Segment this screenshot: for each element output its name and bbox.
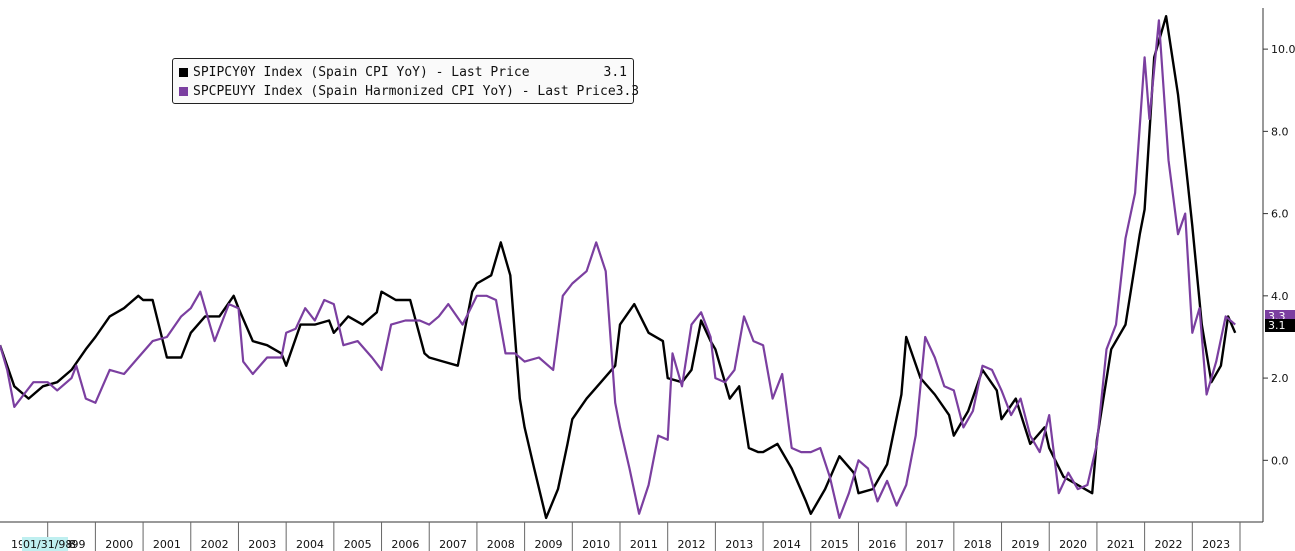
y-axis-ticks: 0.0 2.0 4.0 6.0 8.0 10.0 xyxy=(1263,43,1295,467)
x-tick-label: 2017 xyxy=(916,538,944,551)
legend-value-hicp: 3.3 xyxy=(615,84,640,99)
start-label-suffix: 8 xyxy=(69,538,76,551)
y-tick-label: 8.0 xyxy=(1271,125,1289,138)
legend-swatch-hicp xyxy=(179,87,188,96)
x-tick-label: 2021 xyxy=(1107,538,1135,551)
x-tick-label: 2007 xyxy=(439,538,467,551)
x-tick-label: 2004 xyxy=(296,538,324,551)
y-tick-label: 0.0 xyxy=(1271,454,1289,467)
y-tick-label: 2.0 xyxy=(1271,372,1289,385)
x-tick-label: 2023 xyxy=(1202,538,1230,551)
x-axis-start-label: 19 01/31/98 8 xyxy=(11,537,76,551)
y-tick-label: 6.0 xyxy=(1271,208,1289,221)
x-tick-label: 2008 xyxy=(487,538,515,551)
x-tick-label: 2000 xyxy=(105,538,133,551)
series-line-hicp xyxy=(0,19,1236,519)
plot-area xyxy=(0,15,1237,520)
x-tick-label: 2006 xyxy=(391,538,419,551)
x-tick-label: 2022 xyxy=(1154,538,1182,551)
x-tick-label: 2009 xyxy=(534,538,562,551)
x-tick-label: 2011 xyxy=(630,538,658,551)
x-tick-label: 2019 xyxy=(1011,538,1039,551)
y-tick-label: 4.0 xyxy=(1271,290,1289,303)
x-tick-label: 2014 xyxy=(773,538,801,551)
x-tick-label: 2001 xyxy=(153,538,181,551)
x-tick-label: 2013 xyxy=(725,538,753,551)
x-tick-label: 2002 xyxy=(201,538,229,551)
last-value-badge-cpi: 3.1 xyxy=(1265,319,1295,332)
legend-value-cpi: 3.1 xyxy=(603,65,627,80)
x-axis-ticks: 1999 2000 2001 2002 2003 2004 2005 2006 2007 2008… xyxy=(47,522,1241,551)
x-tick-label: 2003 xyxy=(248,538,276,551)
legend-entry: SPIPCY0Y Index (Spain CPI YoY) - Last Pr… xyxy=(179,63,627,82)
x-tick-label: 2016 xyxy=(868,538,896,551)
x-tick-label: 2015 xyxy=(821,538,849,551)
x-tick-label: 2020 xyxy=(1059,538,1087,551)
y-tick-label: 10.0 xyxy=(1271,43,1295,56)
legend-entry: SPCPEUYY Index (Spain Harmonized CPI YoY… xyxy=(179,82,639,101)
series-line-cpi xyxy=(0,15,1237,520)
legend-label-cpi: SPIPCY0Y Index (Spain CPI YoY) - Last Pr… xyxy=(193,65,530,80)
legend-swatch-cpi xyxy=(179,68,188,77)
legend-label-hicp: SPCPEUYY Index (Spain Harmonized CPI YoY… xyxy=(193,84,616,99)
x-tick-label: 2012 xyxy=(678,538,706,551)
x-tick-label: 2018 xyxy=(964,538,992,551)
cursor-date-box xyxy=(22,537,68,551)
x-tick-label: 2005 xyxy=(344,538,372,551)
x-tick-label: 2010 xyxy=(582,538,610,551)
chart-legend: SPIPCY0Y Index (Spain CPI YoY) - Last Pr… xyxy=(172,58,639,104)
cursor-date-label: 01/31/98 xyxy=(23,538,72,551)
start-label-prefix: 19 xyxy=(11,538,25,551)
